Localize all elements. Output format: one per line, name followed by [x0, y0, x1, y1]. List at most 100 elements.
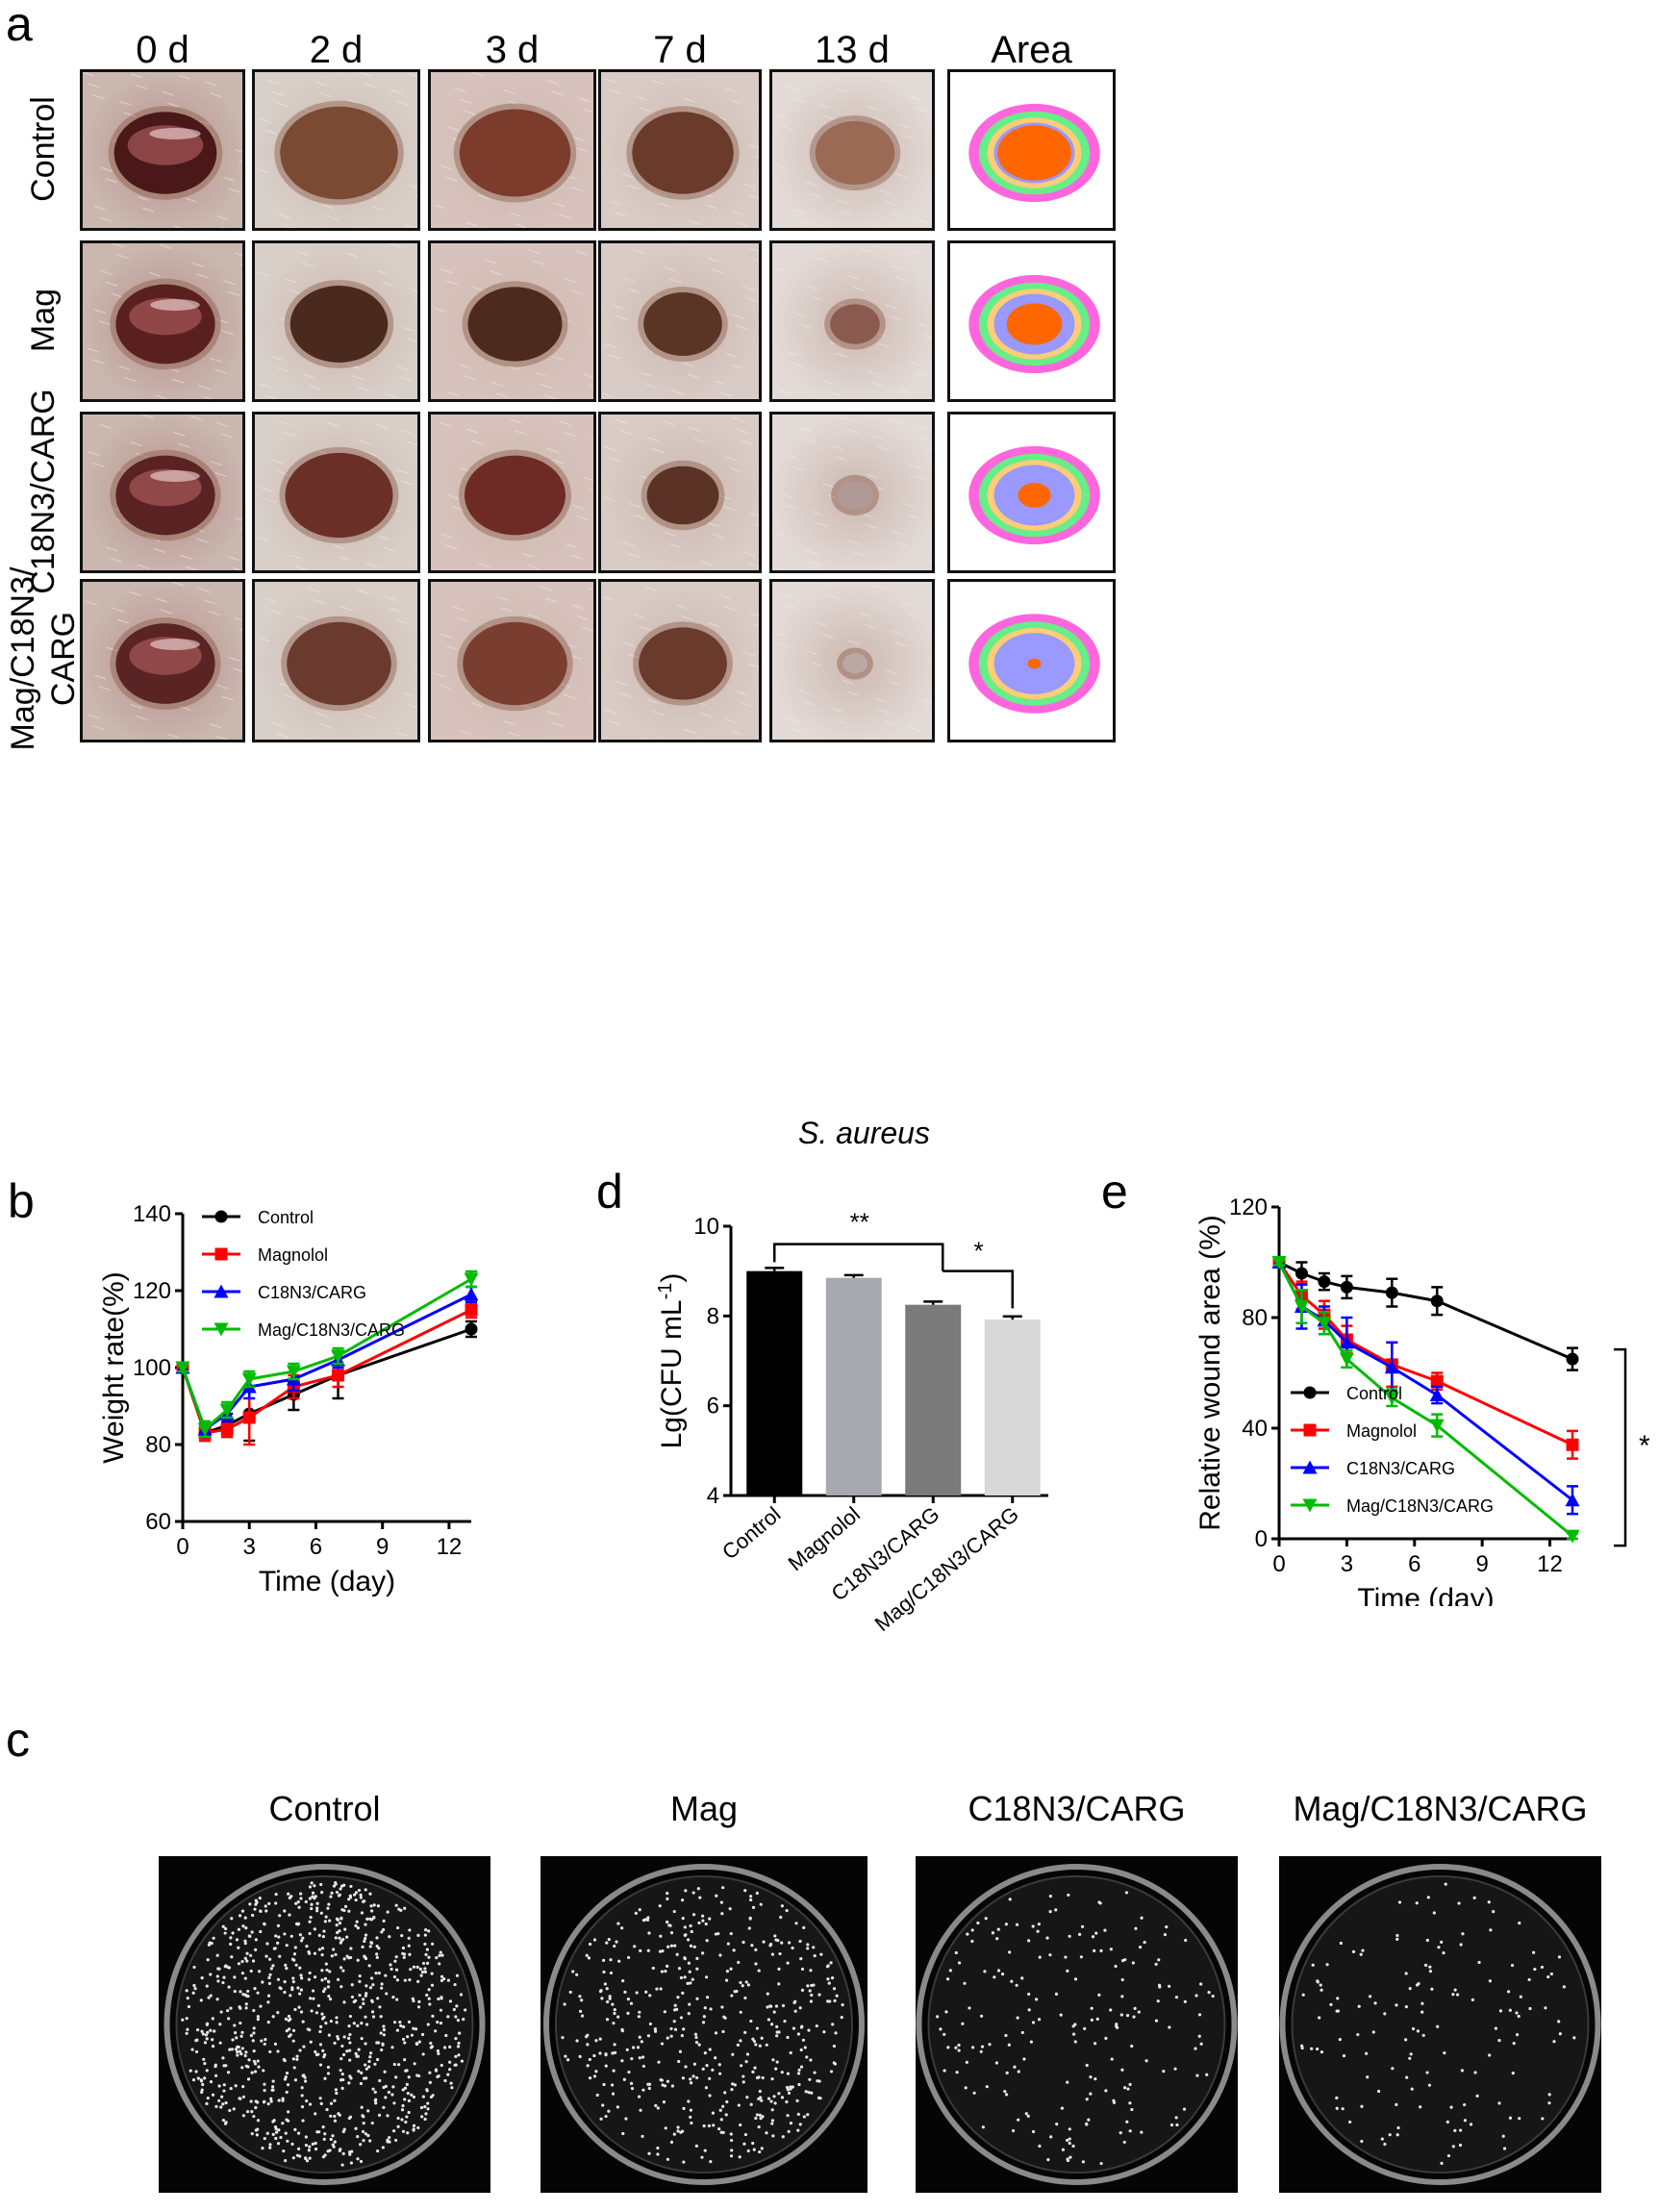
- data-point: [220, 1422, 234, 1436]
- data-point: [242, 1411, 256, 1424]
- legend-marker: [214, 1210, 228, 1223]
- area-overlay-control: [947, 69, 1116, 231]
- wound-photo-control-4: [769, 69, 935, 231]
- panel-a-caption: S. aureus: [798, 1116, 930, 1150]
- column-header-2: 3 d: [485, 29, 540, 71]
- data-point: [1385, 1286, 1398, 1299]
- data-point: [219, 1403, 235, 1418]
- wound-photo-control-3: [598, 69, 762, 231]
- row-label-3: Mag/C18N3/CARG: [5, 566, 82, 751]
- wound-photo-mag-3: [598, 240, 762, 402]
- legend-marker: [214, 1247, 228, 1261]
- data-point: [1318, 1275, 1331, 1289]
- area-overlay-mag: [947, 240, 1116, 402]
- panel-letter-e: e: [1101, 1165, 1128, 1219]
- y-tick-label: 100: [133, 1355, 171, 1381]
- wound-photo-mag-0: [80, 240, 245, 402]
- y-axis-label: Weight rate(%): [98, 1271, 130, 1464]
- significance-label: *: [973, 1237, 983, 1266]
- bar-rect: [984, 1320, 1041, 1496]
- data-point: [1384, 1391, 1399, 1405]
- data-point: [1566, 1352, 1579, 1366]
- x-tick-label: 6: [1408, 1551, 1420, 1577]
- panel-letter-a: a: [6, 0, 33, 51]
- wound-photo-control-2: [428, 69, 596, 231]
- category-label: Control: [717, 1502, 785, 1565]
- panel-letter-c: c: [6, 1713, 30, 1767]
- data-point: [241, 1372, 257, 1387]
- column-header-3: 7 d: [653, 29, 707, 71]
- y-tick-label: 6: [707, 1394, 719, 1420]
- wound-photo-c18n3-carg-0: [80, 412, 245, 573]
- y-tick-label: 4: [707, 1483, 719, 1509]
- agar-plate-mag: [540, 1856, 867, 2193]
- y-tick-label: 120: [133, 1278, 171, 1304]
- legend-marker: [1302, 1498, 1318, 1513]
- y-tick-label: 60: [145, 1509, 171, 1535]
- wound-photo-mag-4: [769, 240, 935, 402]
- data-point: [1384, 1360, 1399, 1374]
- legend-label: Control: [258, 1208, 314, 1227]
- legend-label: Mag/C18N3/CARG: [1346, 1496, 1494, 1516]
- column-header-1: 2 d: [309, 29, 364, 71]
- plate-title-3: Mag/C18N3/CARG: [1293, 1789, 1588, 1828]
- x-tick-label: 0: [1272, 1551, 1285, 1577]
- wound-photo-c18n3-carg-3: [598, 412, 762, 573]
- legend-marker: [214, 1284, 229, 1298]
- wound-photo-control-0: [80, 69, 245, 231]
- data-point: [1565, 1529, 1580, 1544]
- significance-bracket: [773, 1243, 944, 1271]
- area-overlay-mag-c18n3-carg: [947, 579, 1116, 742]
- x-tick-label: 3: [243, 1534, 256, 1560]
- significance-label: **: [850, 1208, 869, 1237]
- data-point: [331, 1349, 346, 1364]
- series-mag-c18n3-carg: [175, 1269, 479, 1439]
- x-tick-label: 0: [176, 1534, 189, 1560]
- data-point: [465, 1322, 478, 1336]
- legend-label: C18N3/CARG: [258, 1283, 366, 1302]
- data-point: [464, 1287, 479, 1301]
- wound-photo-control-1: [252, 69, 420, 231]
- data-point: [1317, 1317, 1332, 1331]
- plate-title-1: Mag: [669, 1789, 739, 1828]
- wound-photo-c18n3-carg-2: [428, 412, 596, 573]
- column-header-0: 0 d: [136, 29, 189, 71]
- column-header-5: Area: [991, 29, 1072, 71]
- wound-area-chart: 0 40 80 120 0 3 6 9 12 Time (day) Relative wound a…: [1194, 1194, 1650, 1606]
- wound-photo-mag-c18n3-carg-0: [80, 579, 245, 742]
- wound-photo-mag-c18n3-carg-1: [252, 579, 420, 742]
- legend: Control Magnolol C18N3/CARG Mag/C18N3/CARG: [1291, 1384, 1494, 1516]
- significance-bracket: [943, 1269, 1014, 1309]
- y-tick-label: 40: [1242, 1416, 1268, 1442]
- y-tick-label: 80: [1242, 1305, 1268, 1331]
- x-axis-label: Time (day): [259, 1566, 395, 1597]
- data-point: [1295, 1267, 1308, 1280]
- legend-marker: [1303, 1386, 1317, 1399]
- x-tick-label: 9: [376, 1534, 389, 1560]
- y-tick-label: 10: [693, 1214, 719, 1240]
- x-tick-label: 12: [1537, 1551, 1563, 1577]
- data-point: [332, 1369, 345, 1382]
- data-point: [1339, 1335, 1354, 1349]
- x-tick-label: 9: [1475, 1551, 1488, 1577]
- significance-label: *: [1639, 1430, 1650, 1462]
- y-tick-label: 120: [1229, 1194, 1268, 1220]
- data-point: [1271, 1256, 1287, 1269]
- x-tick-label: 12: [437, 1534, 463, 1560]
- wound-photo-c18n3-carg-1: [252, 412, 420, 573]
- data-point: [1430, 1374, 1444, 1388]
- wound-photo-mag-c18n3-carg-3: [598, 579, 762, 742]
- data-point: [197, 1422, 213, 1437]
- legend-marker: [1302, 1460, 1318, 1474]
- panel-letter-d: d: [596, 1165, 623, 1219]
- agar-plate-control: [159, 1856, 490, 2193]
- data-point: [1429, 1388, 1445, 1401]
- series-mag-c18n3-carg: [1271, 1256, 1580, 1544]
- data-point: [1340, 1280, 1353, 1294]
- bar-rect: [746, 1270, 803, 1496]
- data-point: [1294, 1300, 1309, 1314]
- legend-label: C18N3/CARG: [1346, 1459, 1455, 1478]
- wound-photo-mag-1: [252, 240, 420, 402]
- wound-photo-c18n3-carg-4: [769, 412, 935, 573]
